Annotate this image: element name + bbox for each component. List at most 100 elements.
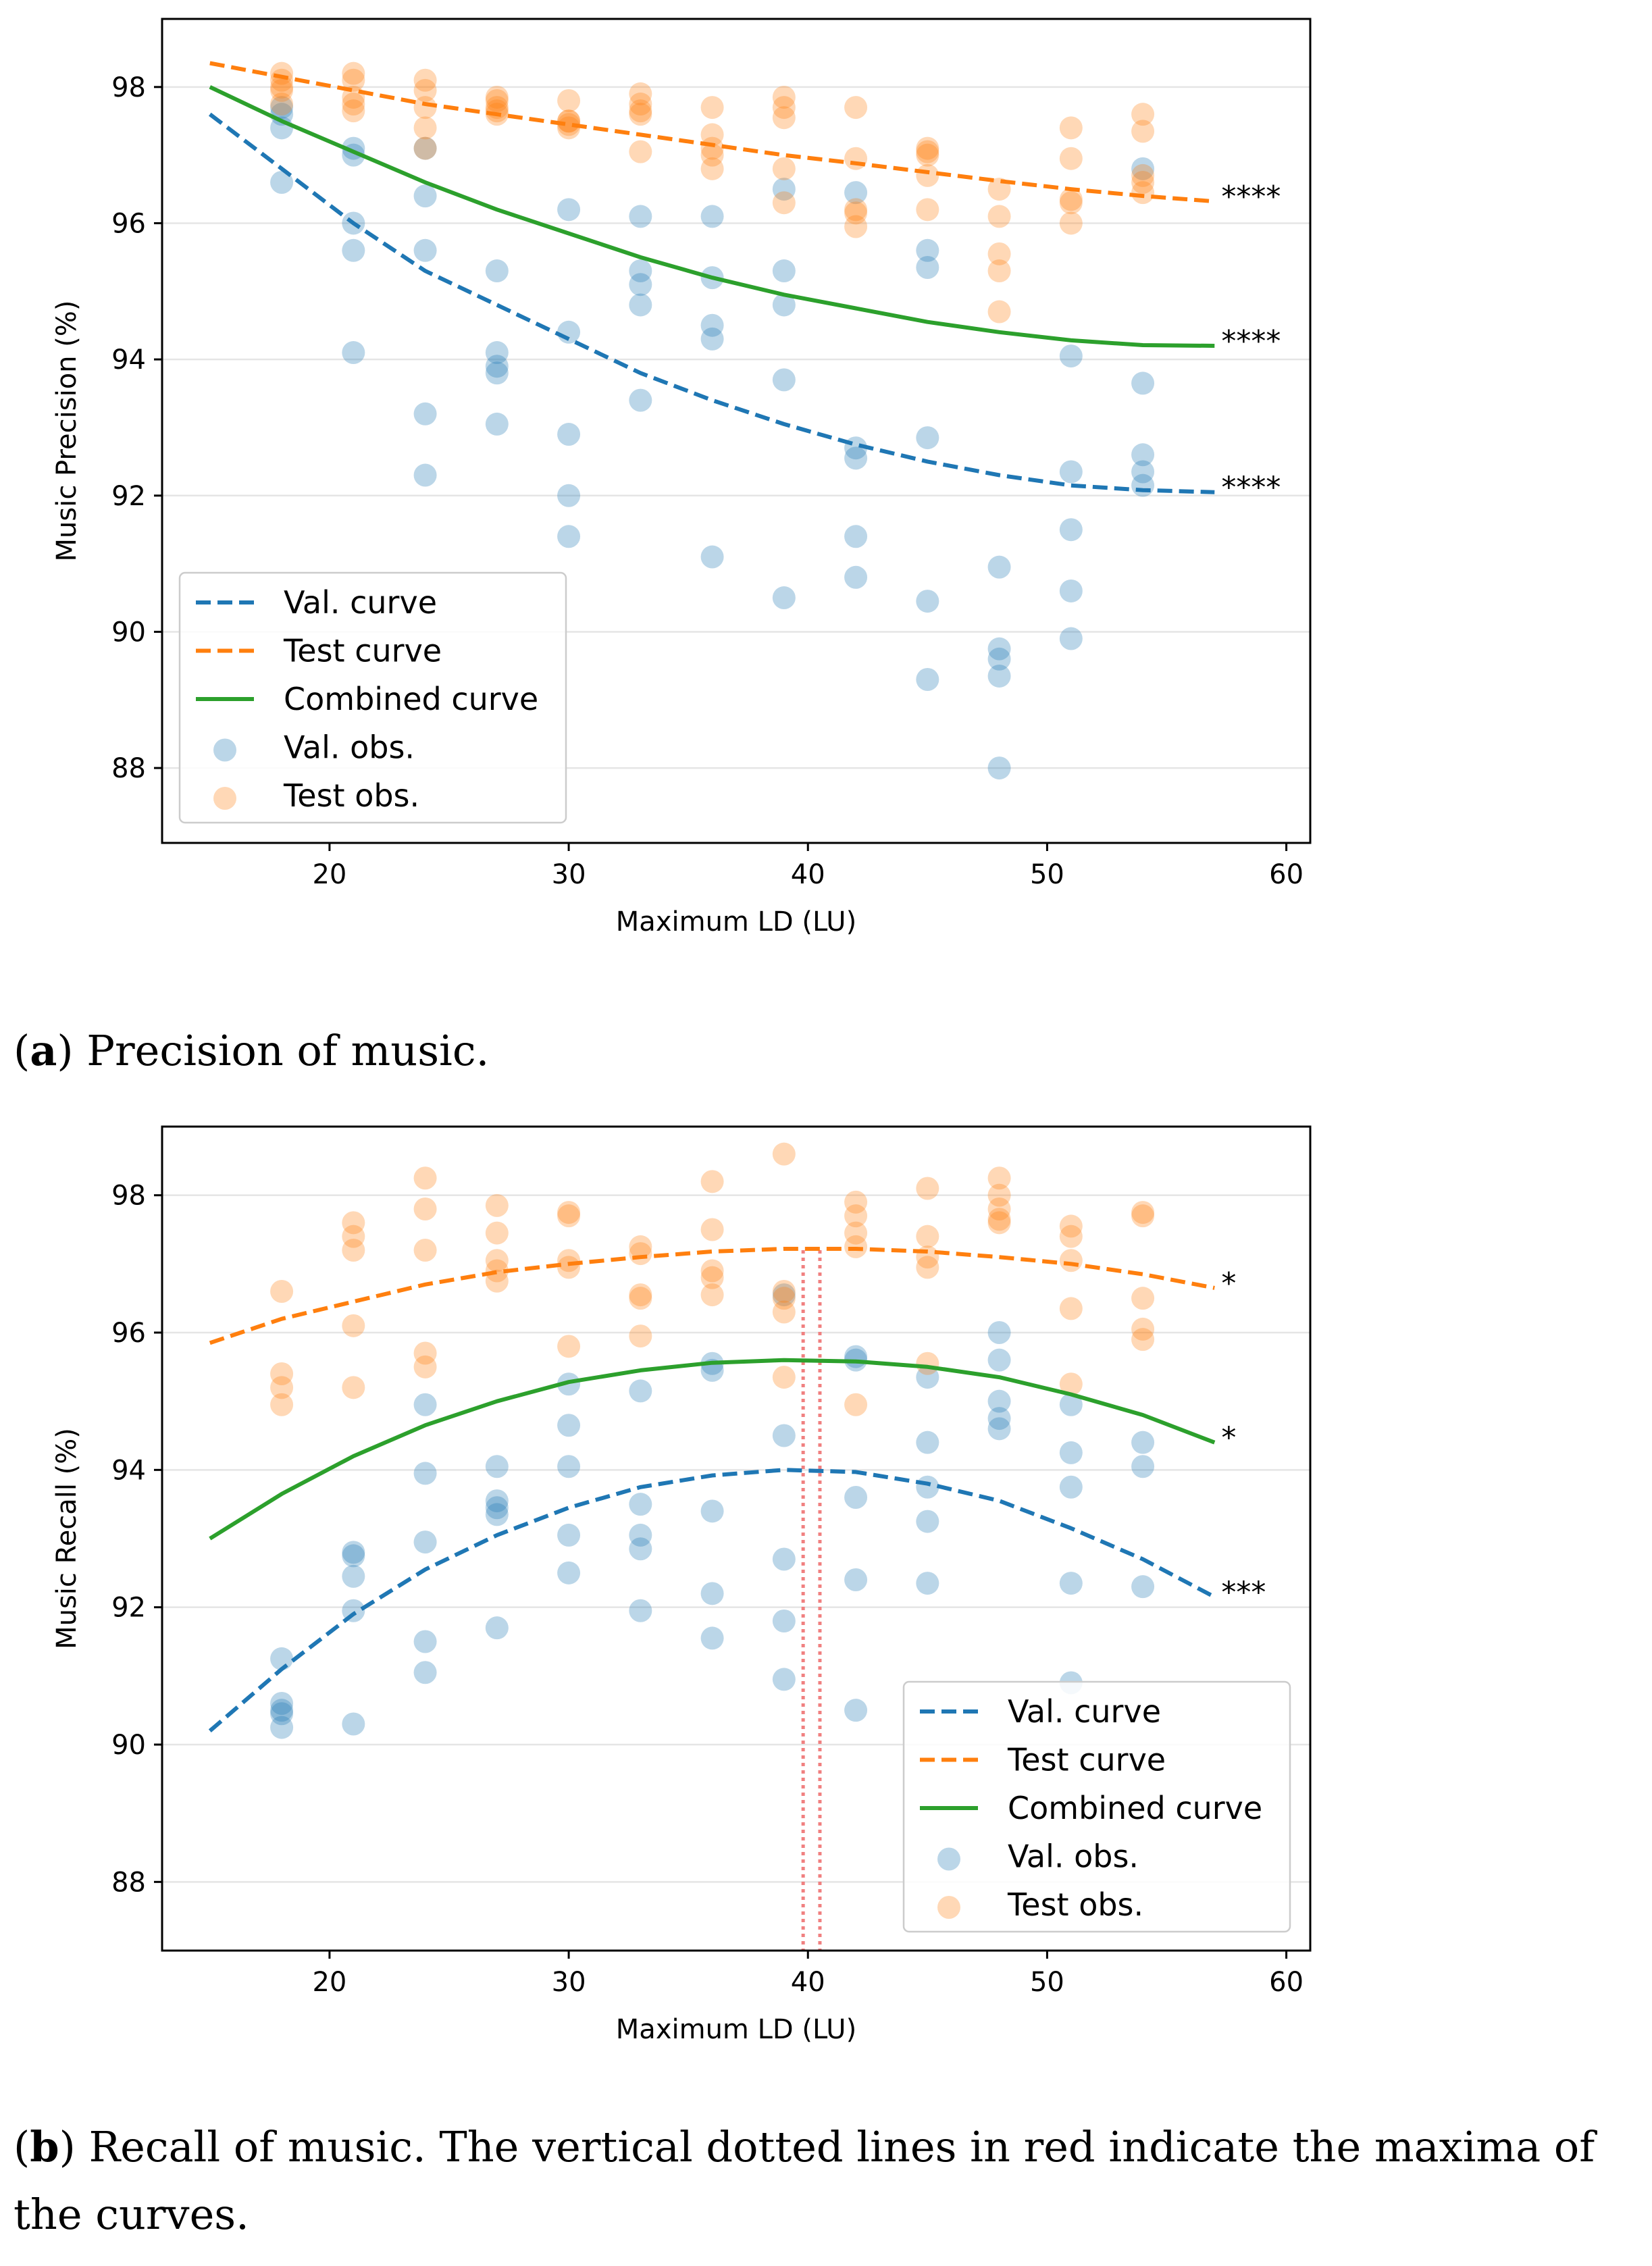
val-obs-point [413, 1530, 437, 1554]
x-tick-label: 40 [791, 859, 825, 890]
test-obs-point [700, 143, 724, 167]
test-obs-point [1059, 1297, 1083, 1320]
val-obs-point [629, 1493, 652, 1516]
val-obs-point [1059, 1475, 1083, 1499]
legend-label: Val. obs. [1008, 1838, 1139, 1875]
caption-a-text: Precision of music. [86, 1026, 489, 1075]
legend-label: Combined curve [284, 681, 538, 717]
test-obs-series [270, 61, 1155, 324]
val-obs-point [772, 1668, 796, 1691]
y-tick-label: 90 [111, 617, 146, 648]
val-obs-point [557, 1561, 581, 1585]
test-obs-point [557, 116, 581, 140]
y-tick-label: 98 [111, 72, 146, 103]
legend: Val. curve Test curve Combined curve Val. o… [178, 571, 567, 824]
legend-swatch-dot [213, 738, 236, 762]
test-obs-point [987, 1166, 1011, 1190]
val-obs-point [413, 1462, 437, 1485]
legend-label: Test curve [1007, 1742, 1166, 1778]
test-obs-point [1131, 120, 1155, 143]
test-obs-point [413, 68, 437, 92]
test-obs-series [270, 1142, 1155, 1416]
test-obs-point [844, 1190, 868, 1214]
test-obs-point [844, 96, 868, 120]
test-obs-point [629, 1287, 652, 1310]
val-obs-point [1059, 1393, 1083, 1416]
val-obs-point [844, 1486, 868, 1509]
test-obs-point [557, 1204, 581, 1228]
test-obs-point [987, 1198, 1011, 1220]
val-obs-point [629, 259, 652, 283]
test-obs-point [1131, 170, 1155, 194]
test-obs-point [342, 68, 365, 92]
val-obs-point [485, 412, 509, 436]
val-obs-point [1131, 473, 1155, 497]
test-obs-point [270, 1393, 294, 1416]
test-obs-point [700, 1266, 724, 1289]
test-obs-point [916, 1256, 939, 1279]
val-obs-point [772, 1424, 796, 1447]
test-obs-point [916, 143, 939, 167]
test-obs-point [987, 242, 1011, 265]
val-obs-point [987, 1348, 1011, 1372]
test-obs-point [342, 1376, 365, 1399]
test-obs-point [772, 1300, 796, 1324]
test-obs-point [1131, 1201, 1155, 1225]
val-obs-point [270, 1699, 294, 1722]
val-obs-point [700, 205, 724, 228]
test-obs-point [629, 82, 652, 105]
val-obs-point [772, 1610, 796, 1632]
val-obs-point [1131, 1455, 1155, 1478]
val-obs-point [557, 198, 581, 222]
val-obs-point [413, 1393, 437, 1416]
test-obs-point [700, 123, 724, 147]
test-obs-point [413, 78, 437, 102]
test-obs-point [485, 1269, 509, 1293]
test-obs-point [844, 1204, 868, 1228]
val-obs-point [270, 1692, 294, 1715]
y-tick-label: 94 [111, 344, 146, 376]
test-obs-point [413, 116, 437, 140]
val-obs-point [916, 1572, 939, 1595]
test-obs-point [485, 1249, 509, 1272]
val-obs-point [987, 637, 1011, 661]
val-obs-point [629, 1523, 652, 1547]
legend-label: Test curve [283, 633, 442, 669]
test-obs-point [557, 1335, 581, 1358]
combined-curve-significance: **** [1221, 324, 1281, 359]
test-obs-point [1059, 1249, 1083, 1272]
legend-swatch-dot [937, 1896, 960, 1919]
val-obs-point [485, 1503, 509, 1526]
test-obs-point [700, 1283, 724, 1307]
val-obs-point [557, 525, 581, 548]
test-curve-line [209, 1247, 1215, 1345]
val-obs-point [270, 1716, 294, 1739]
val-obs-point [485, 259, 509, 283]
y-tick-label: 94 [111, 1455, 146, 1486]
test-curve-significance: * [1221, 1266, 1236, 1301]
val-obs-point [1059, 518, 1083, 542]
val-obs-point [1131, 371, 1155, 395]
val-obs-point [557, 423, 581, 446]
val-obs-point [485, 1489, 509, 1513]
val-obs-point [844, 1568, 868, 1591]
test-obs-point [413, 96, 437, 120]
val-obs-point [629, 1537, 652, 1561]
val-obs-point [557, 484, 581, 507]
val-obs-point [485, 341, 509, 365]
test-obs-point [270, 93, 294, 116]
test-obs-point [413, 1341, 437, 1365]
val-obs-point [1059, 460, 1083, 484]
test-curve-line [209, 61, 1215, 204]
legend-label: Val. obs. [284, 729, 415, 766]
x-tick-label: 30 [552, 859, 586, 890]
val-obs-point [1059, 627, 1083, 650]
test-obs-point [844, 147, 868, 170]
caption-b-label: b [30, 2122, 59, 2171]
legend-box [902, 1680, 1291, 1933]
test-obs-point [270, 1376, 294, 1399]
test-obs-point [557, 88, 581, 112]
val-obs-point [413, 238, 437, 262]
val-obs-point [629, 1379, 652, 1403]
val-obs-point [1059, 1572, 1083, 1595]
